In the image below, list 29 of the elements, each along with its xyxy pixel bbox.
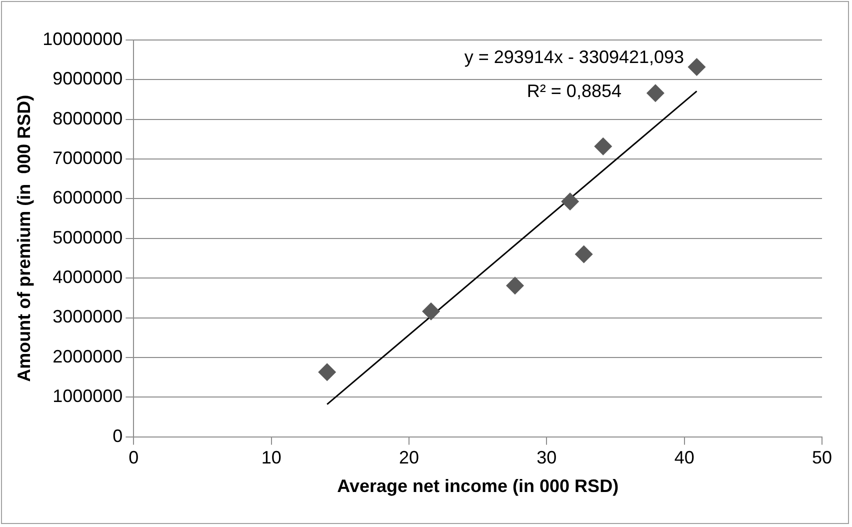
- y-tick-label: 7000000: [52, 148, 123, 168]
- x-tick-label: 20: [398, 448, 420, 468]
- y-tick-label: 0: [112, 426, 123, 446]
- x-tick-label: 30: [536, 448, 557, 468]
- annotation: R² = 0,8854: [526, 80, 622, 101]
- x-axis-title: Average net income (in 000 RSD): [337, 476, 619, 496]
- x-tick-label: 40: [674, 448, 694, 468]
- y-axis-title: Amount of premium (in 000 RSD): [14, 94, 34, 382]
- y-tick-label: 2000000: [52, 346, 123, 366]
- y-tick-label: 10000000: [42, 28, 123, 49]
- annotation: y = 293914x - 3309421,093: [464, 46, 684, 67]
- point: [318, 363, 336, 382]
- y-tick-label: 9000000: [52, 68, 123, 89]
- point: [646, 84, 664, 102]
- point: [594, 137, 612, 156]
- x-tick-label: 50: [812, 448, 832, 468]
- y-tick-label: 1000000: [52, 386, 123, 406]
- y-tick-label: 6000000: [52, 188, 123, 208]
- point: [422, 302, 440, 320]
- point: [574, 245, 593, 264]
- y-tick-label: 8000000: [52, 108, 123, 128]
- point: [506, 276, 524, 295]
- y-tick-label: 4000000: [52, 267, 123, 288]
- point: [561, 192, 580, 210]
- point: [688, 58, 706, 76]
- x-tick-label: 0: [128, 448, 139, 468]
- y-tick-label: 5000000: [52, 227, 123, 248]
- x-tick-label: 10: [261, 448, 282, 468]
- y-tick-label: 3000000: [52, 306, 123, 327]
